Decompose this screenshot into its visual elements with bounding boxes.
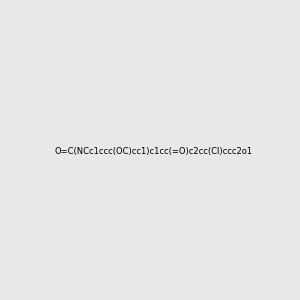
Text: O=C(NCc1ccc(OC)cc1)c1cc(=O)c2cc(Cl)ccc2o1: O=C(NCc1ccc(OC)cc1)c1cc(=O)c2cc(Cl)ccc2o… [55,147,253,156]
